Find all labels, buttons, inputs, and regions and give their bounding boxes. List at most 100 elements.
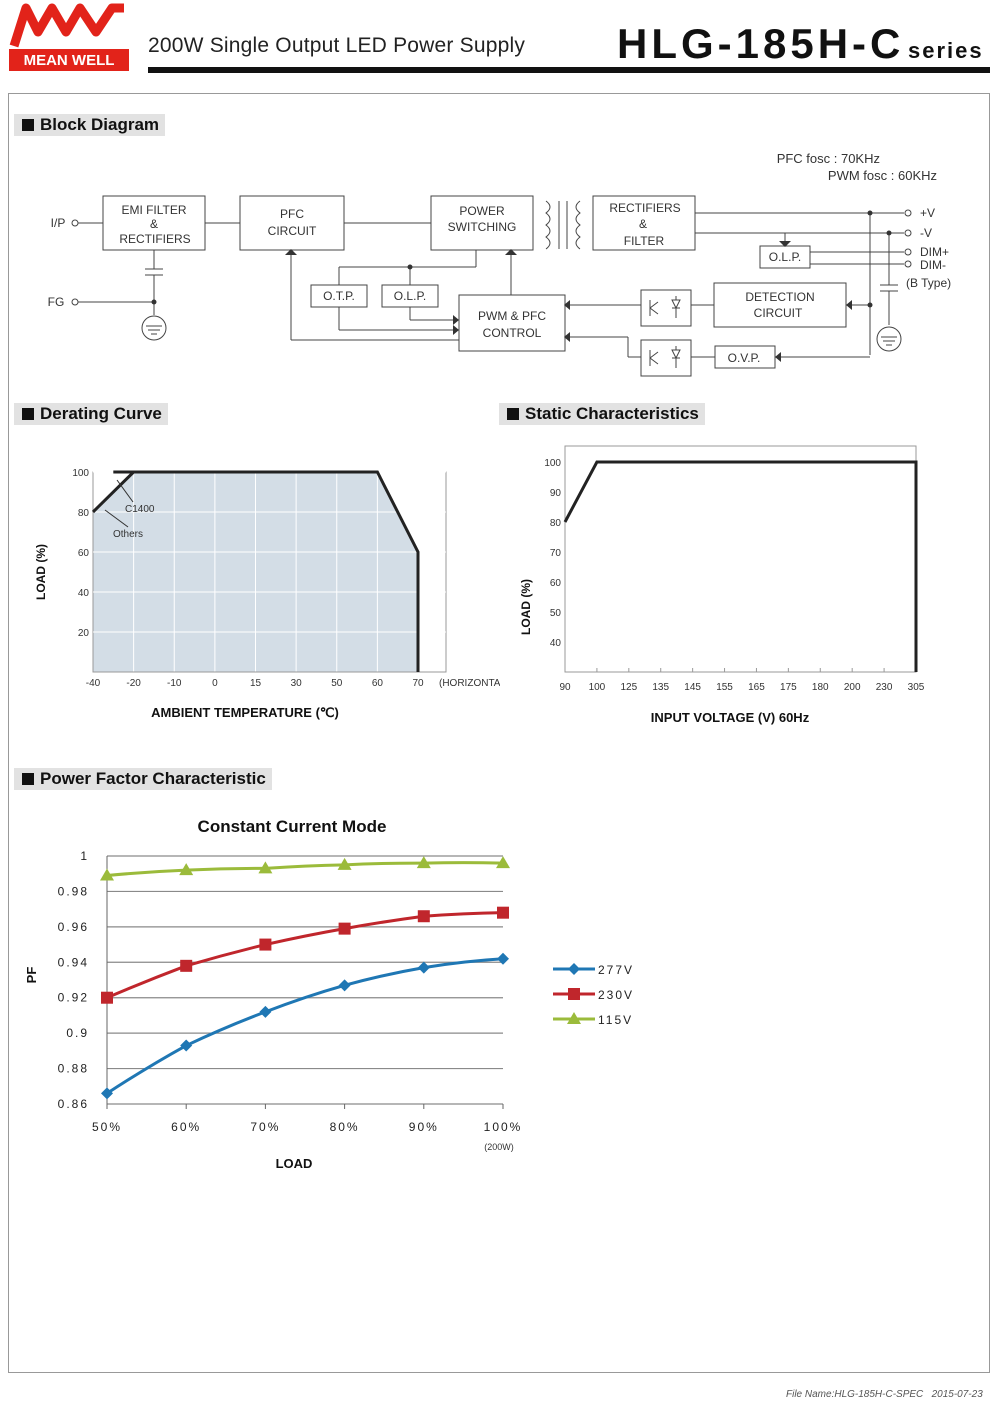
pf-chart-title: Constant Current Mode (198, 817, 387, 836)
static-xtick: 145 (684, 682, 701, 693)
derating-xtick: -20 (126, 678, 141, 689)
pf-series-line-277V (106, 957, 504, 1095)
pf-point-230V (417, 910, 430, 923)
pf-point-115V (496, 856, 510, 869)
fg-terminal-label: FG (48, 295, 65, 309)
pf-series-line-115V (106, 861, 504, 877)
pfc-label-1: PFC (280, 207, 304, 221)
static-ylabel: LOAD (%) (519, 579, 533, 635)
vplus-label: +V (920, 206, 935, 220)
static-xtick: 125 (620, 682, 637, 693)
pf-point-230V (497, 906, 509, 919)
otp-label: O.T.P. (323, 289, 355, 303)
pf-point-115V (179, 863, 194, 876)
pfc-fosc: PFC fosc : 70KHz (777, 151, 880, 166)
pf-legend-marker-277V (568, 963, 580, 975)
derating-ylabel: LOAD (%) (34, 544, 48, 600)
pf-point-277V (180, 1039, 193, 1052)
dimplus-label: DIM+ (920, 245, 949, 259)
pf-ytick: 0.98 (58, 884, 89, 898)
derating-callout-2 (104, 509, 129, 528)
optocoupler-2 (640, 339, 692, 377)
pwm-label-2: CONTROL (483, 326, 542, 340)
pf-legend-label-277V: 277V (598, 963, 634, 977)
pf-legend-label-230V: 230V (598, 988, 634, 1002)
pf-point-115V (258, 861, 273, 874)
derating-line-others (91, 470, 135, 514)
derating-xtick: 30 (291, 678, 303, 689)
detect-label-1: DETECTION (745, 290, 814, 304)
model-name: HLG-185H-C (617, 20, 905, 67)
pf-ytick: 0.92 (58, 991, 89, 1005)
derating-ytick: 80 (78, 508, 90, 519)
derating-xtick: 60 (372, 678, 384, 689)
pf-point-230V (259, 938, 272, 951)
static-line (563, 460, 918, 672)
derating-ytick: 100 (72, 468, 89, 479)
pf-legend-marker-230V (568, 988, 580, 1000)
pf-xtick: 100% (484, 1120, 523, 1134)
rect-label-1: RECTIFIERS (609, 201, 680, 215)
derating-ytick: 20 (78, 628, 90, 639)
pf-x-note: (200W) (484, 1142, 514, 1152)
vminus-label: -V (920, 226, 932, 240)
static-xtick: 230 (876, 682, 893, 693)
dimminus-label: DIM- (920, 258, 946, 272)
brand-name: MEAN WELL (24, 52, 115, 69)
derating-ytick: 40 (78, 588, 90, 599)
static-ytick: 100 (544, 458, 561, 469)
pf-point-115V (416, 856, 431, 869)
pf-ytick: 1 (80, 849, 89, 863)
pf-xtick: 80% (330, 1120, 360, 1134)
derating-xlabel: AMBIENT TEMPERATURE (℃) (151, 705, 339, 720)
static-ytick: 70 (550, 548, 562, 559)
pf-ytick: 0.96 (58, 920, 89, 934)
pf-point-115V (337, 857, 352, 870)
static-chart: 90 100 125 135 145 155 165 175 180 200 230 305 40 50 6… (519, 445, 925, 725)
olp-right-label: O.L.P. (769, 250, 801, 264)
derating-xunit: (HORIZONTAL) (439, 678, 500, 689)
section-derating-curve: Derating Curve (14, 403, 168, 425)
static-xtick: 100 (589, 682, 606, 693)
pwm-pfc-control-block (458, 294, 566, 352)
derating-xtick: -10 (167, 678, 182, 689)
pf-ytick: 0.88 (58, 1062, 89, 1076)
section-static-characteristics: Static Characteristics (499, 403, 705, 425)
section-block-diagram: Block Diagram (14, 114, 166, 136)
derating-xtick: -40 (86, 678, 101, 689)
pf-point-277V (497, 952, 509, 965)
header-rule (148, 67, 990, 73)
derating-xtick: 70 (412, 678, 424, 689)
rectifiers-filter-block (592, 195, 696, 251)
olp-label: O.L.P. (394, 289, 426, 303)
pf-point-277V (338, 979, 351, 992)
pf-point-115V (100, 868, 114, 881)
pfc-label-2: CIRCUIT (268, 224, 317, 238)
derating-callout-1 (116, 479, 134, 503)
pf-xlabel: LOAD (276, 1156, 313, 1171)
pf-point-230V (338, 922, 351, 935)
static-xtick: 165 (748, 682, 765, 693)
power-label-1: POWER (459, 204, 505, 218)
pfc-circuit-block (239, 195, 345, 251)
static-ytick: 40 (550, 638, 562, 649)
pf-xtick: 70% (250, 1120, 280, 1134)
pwm-label-1: PWM & PFC (478, 309, 546, 323)
emi-label-2: & (150, 217, 158, 231)
derating-annotation-others: Others (113, 529, 143, 540)
power-label-2: SWITCHING (448, 220, 517, 234)
optocoupler-1 (640, 289, 692, 327)
static-xtick: 135 (652, 682, 669, 693)
static-ytick: 60 (550, 578, 562, 589)
emi-label-3: RECTIFIERS (119, 232, 190, 246)
static-xtick: 200 (844, 682, 861, 693)
derating-line-c1400 (113, 470, 420, 672)
static-ytick: 90 (550, 488, 562, 499)
page-subtitle: 200W Single Output LED Power Supply (148, 34, 526, 57)
pf-ytick: 0.94 (58, 955, 89, 969)
derating-xtick: 0 (212, 678, 218, 689)
derating-xtick: 15 (250, 678, 262, 689)
pf-xtick: 60% (171, 1120, 201, 1134)
emi-label-1: EMI FILTER (121, 203, 186, 217)
static-xlabel: INPUT VOLTAGE (V) 60Hz (651, 710, 810, 725)
